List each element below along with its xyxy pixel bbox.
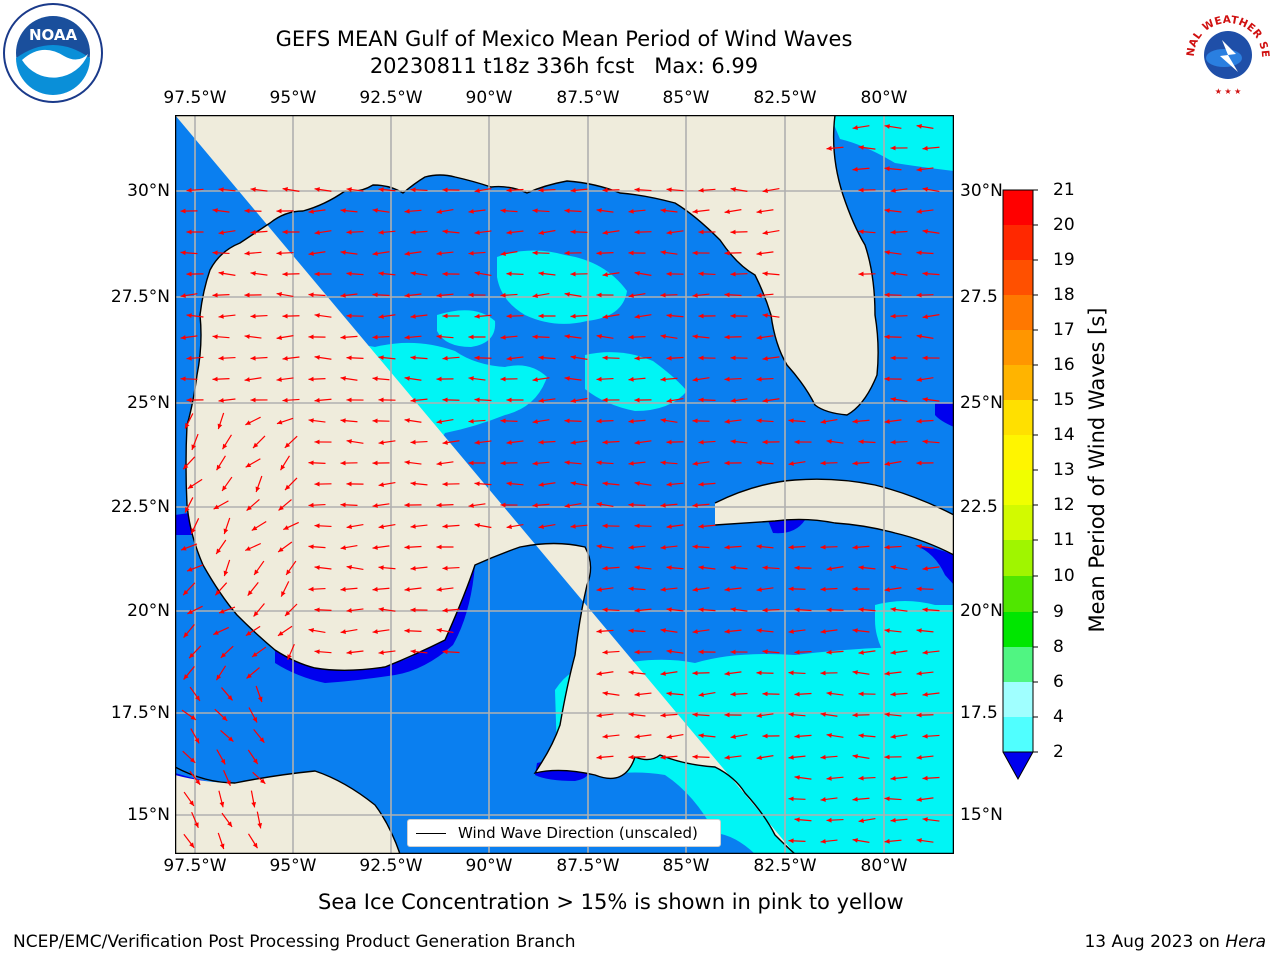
colorbar-tick-label: 19 — [1053, 250, 1075, 270]
colorbar-tick-label: 10 — [1053, 566, 1075, 586]
colorbar-tick-label: 12 — [1053, 495, 1075, 515]
sea-ice-note: Sea Ice Concentration > 15% is shown in … — [318, 890, 904, 914]
colorbar-tick-label: 8 — [1053, 637, 1064, 657]
colorbar-tick-label: 20 — [1053, 215, 1075, 235]
wind-wave-direction-arrows — [180, 124, 940, 850]
colorbar-band — [1003, 365, 1033, 400]
gulf-map — [175, 115, 954, 854]
colorbar-under-triangle — [1003, 752, 1033, 779]
lon-tick-top: 80°W — [860, 88, 908, 108]
lat-tick-right: 22.5 — [960, 497, 998, 517]
colorbar-band — [1003, 612, 1033, 647]
map-title: GEFS MEAN Gulf of Mexico Mean Period of … — [275, 27, 853, 51]
lat-tick-left: 17.5°N — [110, 703, 170, 723]
colorbar-band — [1003, 540, 1033, 576]
colorbar-tick-label: 6 — [1053, 672, 1064, 692]
date-text: 13 Aug 2023 on — [1084, 932, 1226, 952]
lon-tick-top: 85°W — [662, 88, 710, 108]
colorbar-band — [1003, 225, 1033, 260]
map-legend: Wind Wave Direction (unscaled) — [407, 819, 721, 847]
legend-line-swatch — [416, 832, 446, 834]
colorbar-tick-label: 16 — [1053, 355, 1075, 375]
colorbar-tick-label: 15 — [1053, 390, 1075, 410]
colorbar-band — [1003, 682, 1033, 717]
lon-tick-top: 87.5°W — [556, 88, 620, 108]
lon-tick-bottom: 95°W — [269, 856, 317, 876]
lat-tick-right: 15°N — [960, 805, 1003, 825]
lat-tick-left: 22.5°N — [110, 497, 170, 517]
colorbar-band — [1003, 470, 1033, 505]
lon-tick-top: 97.5°W — [163, 88, 227, 108]
colorbar-tick-label: 17 — [1053, 320, 1075, 340]
colorbar-tick-label: 9 — [1053, 602, 1064, 622]
colorbar-tick-label: 14 — [1053, 425, 1075, 445]
lon-tick-top: 90°W — [465, 88, 513, 108]
lon-tick-top: 82.5°W — [753, 88, 817, 108]
noaa-logo: NOAA — [3, 3, 103, 103]
lat-tick-left: 20°N — [127, 601, 170, 621]
lon-tick-bottom: 85°W — [662, 856, 710, 876]
colorbar-band — [1003, 260, 1033, 295]
colorbar-band — [1003, 435, 1033, 470]
lon-tick-bottom: 87.5°W — [556, 856, 620, 876]
colorbar-label: Mean Period of Wind Waves [s] — [1085, 307, 1109, 633]
lon-tick-top: 92.5°W — [359, 88, 423, 108]
colorbar-tick-label: 4 — [1053, 707, 1064, 727]
map-subtitle: 20230811 t18z 336h fcst Max: 6.99 — [369, 54, 759, 78]
colorbar-tick-label: 2 — [1053, 742, 1064, 762]
colorbar-band — [1003, 505, 1033, 540]
lat-tick-right: 17.5 — [960, 703, 998, 723]
lon-tick-bottom: 90°W — [465, 856, 513, 876]
colorbar-tick-label: 21 — [1053, 180, 1075, 200]
colorbar-band — [1003, 400, 1033, 435]
legend-line-label: Wind Wave Direction (unscaled) — [458, 824, 698, 842]
lon-tick-bottom: 80°W — [860, 856, 908, 876]
colorbar-tick-label: 13 — [1053, 460, 1075, 480]
credit-line: NCEP/EMC/Verification Post Processing Pr… — [13, 932, 576, 952]
colorbar-band — [1003, 717, 1033, 752]
lon-tick-bottom: 97.5°W — [163, 856, 227, 876]
lat-tick-right: 20°N — [960, 601, 1003, 621]
lat-tick-left: 30°N — [127, 181, 170, 201]
noaa-logo-text: NOAA — [29, 26, 78, 44]
lat-tick-left: 25°N — [127, 393, 170, 413]
date-stamp: 13 Aug 2023 on Hera — [1084, 932, 1266, 952]
machine-name: Hera — [1225, 932, 1266, 952]
lat-tick-right: 30°N — [960, 181, 1003, 201]
lon-tick-bottom: 82.5°W — [753, 856, 817, 876]
colorbar-tick-label: 18 — [1053, 285, 1075, 305]
nws-logo: NATIONAL WEATHER SERVICE ★ ★ ★ — [1178, 2, 1275, 99]
colorbar-band — [1003, 576, 1033, 612]
lon-tick-top: 95°W — [269, 88, 317, 108]
svg-text:★ ★ ★: ★ ★ ★ — [1215, 87, 1242, 96]
colorbar — [1002, 189, 1038, 781]
colorbar-band — [1003, 330, 1033, 365]
colorbar-band — [1003, 647, 1033, 682]
colorbar-band — [1003, 190, 1033, 225]
colorbar-tick-label: 11 — [1053, 530, 1075, 550]
lat-tick-right: 25°N — [960, 393, 1003, 413]
lat-tick-left: 27.5°N — [110, 287, 170, 307]
lat-tick-left: 15°N — [127, 805, 170, 825]
lat-tick-right: 27.5 — [960, 287, 998, 307]
lon-tick-bottom: 92.5°W — [359, 856, 423, 876]
colorbar-band — [1003, 295, 1033, 330]
